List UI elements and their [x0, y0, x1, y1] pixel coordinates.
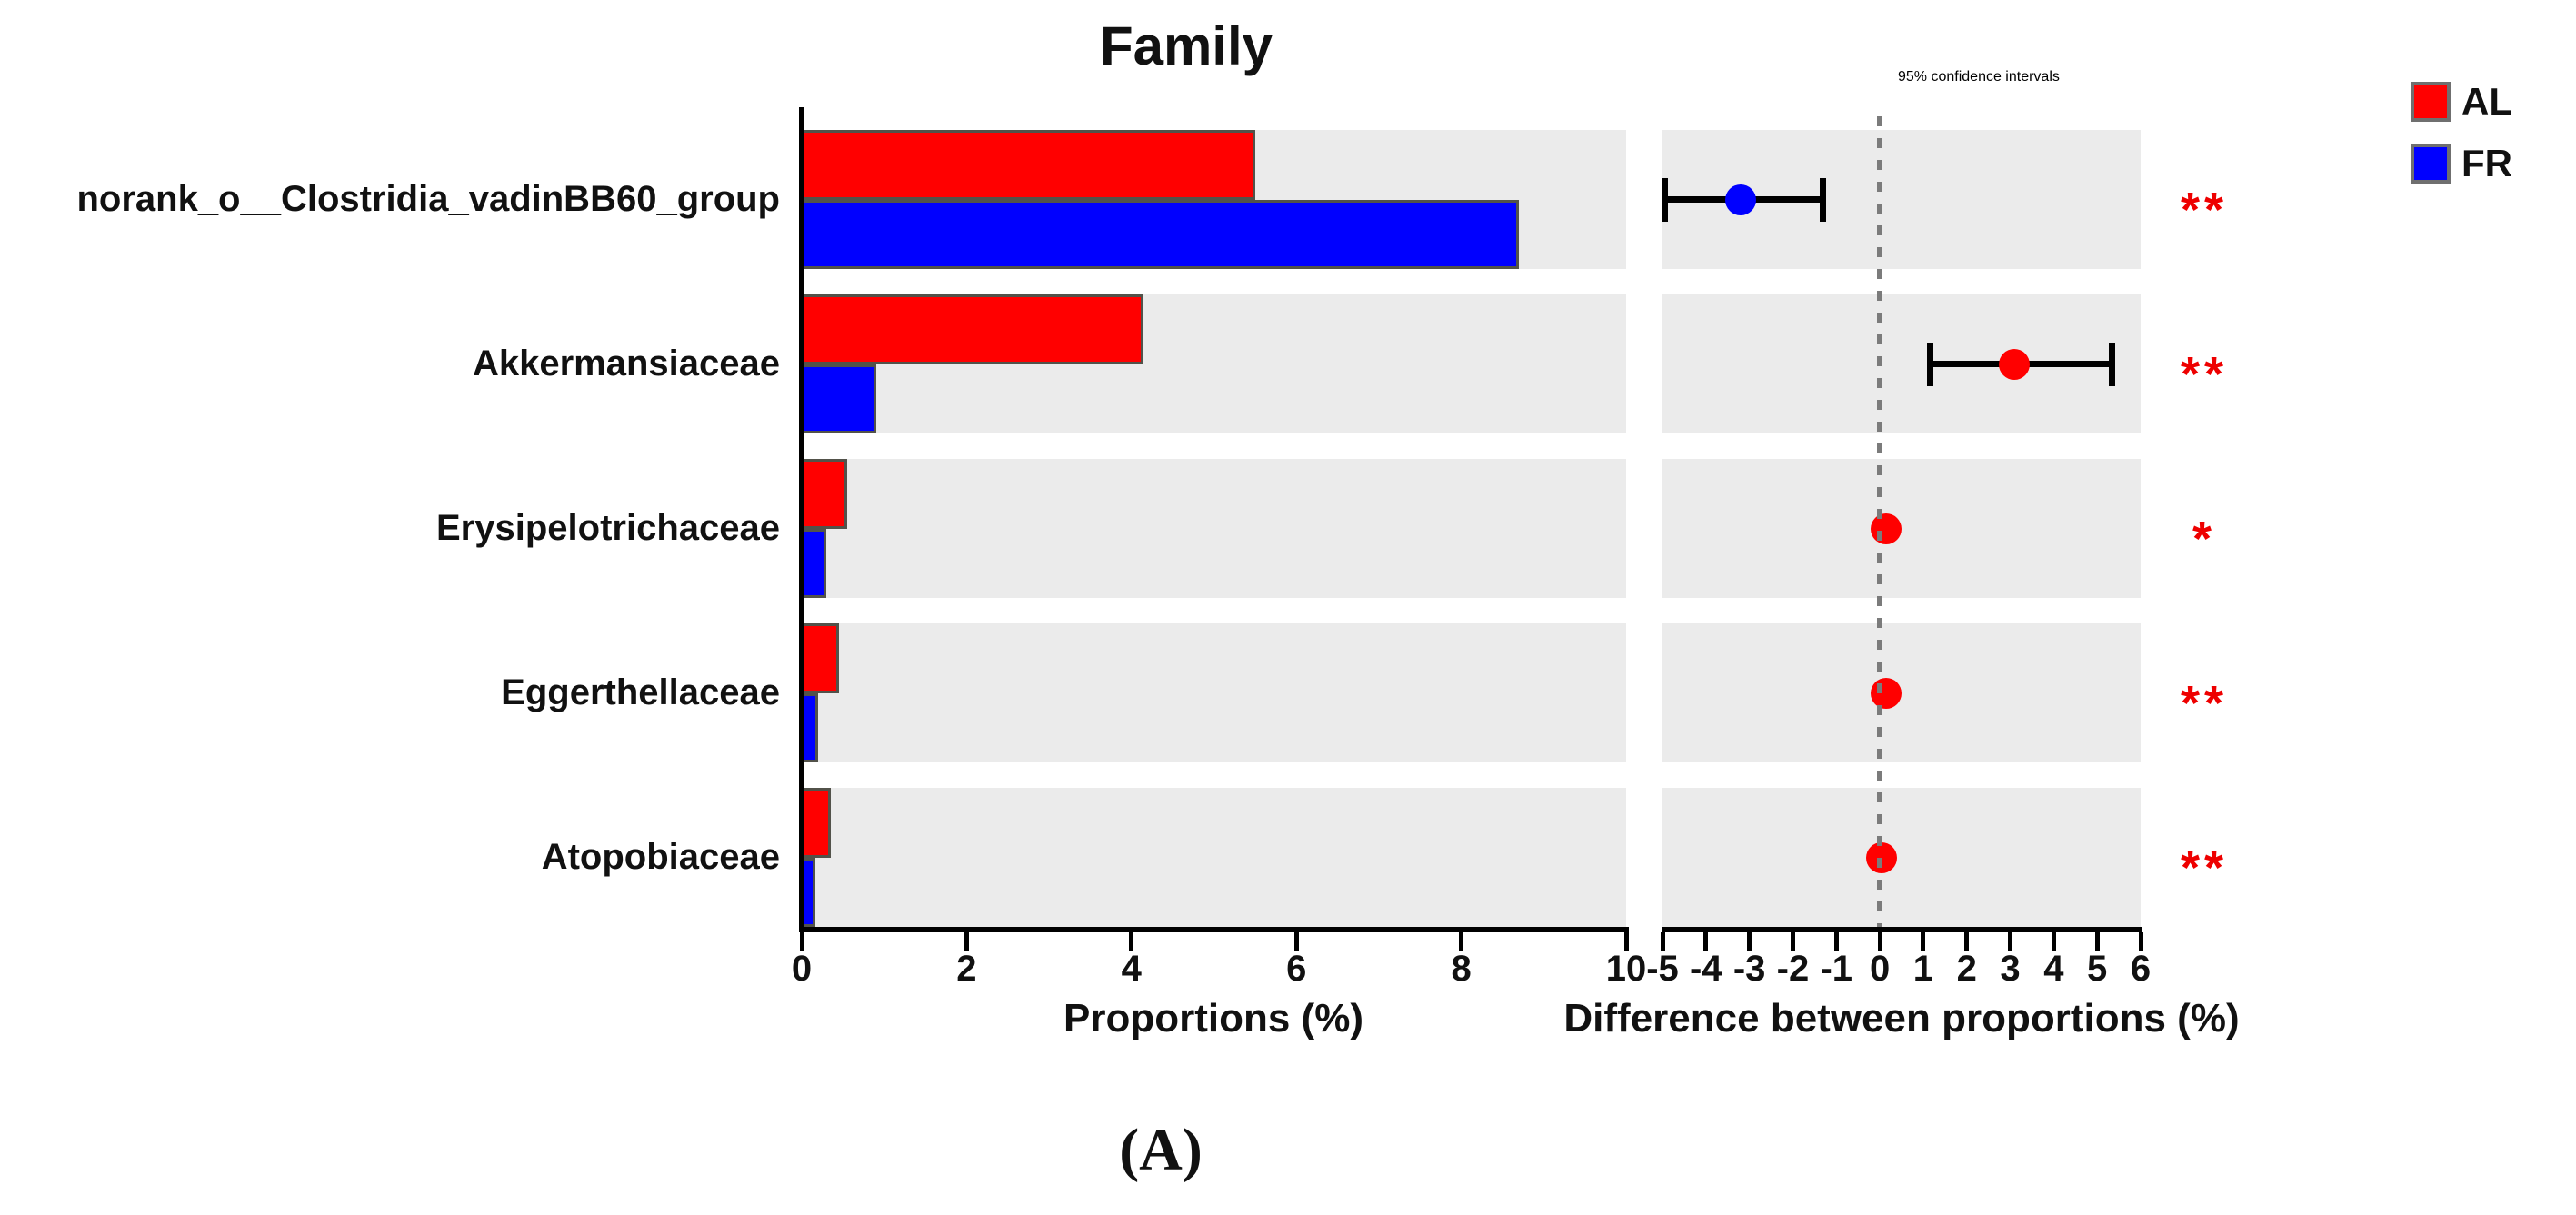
right-axis-tick [2051, 932, 2056, 951]
category-label: Akkermansiaceae [472, 344, 780, 383]
left-axis-tick-label: 0 [791, 949, 813, 989]
right-axis-tick-label: 0 [1869, 949, 1891, 989]
significance-marker: ** [2180, 182, 2229, 237]
right-axis-tick [1833, 932, 1839, 951]
fr-proportion-bar [802, 199, 1520, 269]
left-axis-tick-label: 2 [956, 949, 977, 989]
ci-error-bar-right-cap [1819, 177, 1826, 222]
ci-error-bar-left-cap [1927, 342, 1934, 386]
al-color-swatch [2411, 82, 2451, 122]
zero-reference-dashed-line [1877, 116, 1883, 927]
al-proportion-bar [802, 788, 831, 858]
chart-title: Family [1099, 15, 1273, 76]
right-axis-tick [1660, 932, 1665, 951]
right-axis-tick-label: -3 [1732, 949, 1766, 989]
significance-marker: ** [2180, 346, 2229, 402]
left-axis-tick-label: 4 [1121, 949, 1142, 989]
right-axis-tick-label: 4 [2043, 949, 2064, 989]
ci-row-band [1662, 788, 2141, 927]
left-axis-tick [1293, 932, 1299, 951]
legend-item-fr: FR [2411, 142, 2512, 185]
left-axis-tick [964, 932, 969, 951]
right-axis-tick-label: 1 [1912, 949, 1934, 989]
right-axis-tick-label: 6 [2130, 949, 2152, 989]
right-axis-tick [2138, 932, 2143, 951]
ci-mean-dot [1725, 184, 1757, 215]
legend-item-al: AL [2411, 80, 2512, 124]
legend-label-fr: FR [2461, 142, 2512, 184]
panel-caption: (A) [1119, 1117, 1203, 1183]
ci-mean-dot [1871, 513, 1902, 544]
left-y-axis [799, 107, 804, 932]
proportion-row-band [802, 788, 1626, 927]
right-axis-tick-label: 2 [1956, 949, 1977, 989]
left-axis-tick [799, 932, 804, 951]
left-axis-tick [1129, 932, 1134, 951]
right-axis-tick [1964, 932, 1970, 951]
left-axis-tick [1459, 932, 1464, 951]
left-axis-tick-label: 6 [1286, 949, 1307, 989]
significance-marker: ** [2180, 675, 2229, 731]
proportion-row-band [802, 459, 1626, 598]
category-label: Erysipelotrichaceae [436, 508, 780, 548]
proportion-row-band [802, 623, 1626, 762]
left-x-axis [799, 927, 1629, 932]
right-axis-tick-label: -5 [1646, 949, 1679, 989]
ci-panel-title: 95% confidence intervals [1898, 69, 2060, 85]
fr-proportion-bar [802, 528, 827, 598]
right-axis-tick-label: -1 [1820, 949, 1853, 989]
left-axis-title: Proportions (%) [1063, 996, 1363, 1041]
significance-marker: * [2192, 511, 2217, 566]
ci-error-bar-left-cap [1662, 177, 1669, 222]
right-axis-tick [1703, 932, 1709, 951]
legend-label-al: AL [2461, 80, 2512, 123]
right-axis-tick [1921, 932, 1926, 951]
right-axis-tick-label: -4 [1690, 949, 1722, 989]
category-label: Eggerthellaceae [501, 672, 780, 712]
al-proportion-bar [802, 130, 1255, 200]
right-x-axis [1662, 927, 2142, 932]
fr-color-swatch [2411, 144, 2451, 184]
right-axis-tick [1747, 932, 1752, 951]
right-axis-tick [2094, 932, 2100, 951]
fr-proportion-bar [802, 364, 876, 433]
right-axis-tick-label: 5 [2087, 949, 2108, 989]
category-label: Atopobiaceae [541, 837, 780, 877]
al-proportion-bar [802, 294, 1144, 364]
right-axis-tick-label: -2 [1776, 949, 1810, 989]
al-proportion-bar [802, 623, 839, 693]
legend: AL FR [2411, 80, 2512, 185]
left-axis-tick-label: 10 [1605, 949, 1647, 989]
left-axis-tick-label: 8 [1451, 949, 1472, 989]
significance-marker: ** [2180, 840, 2229, 895]
category-label: norank_o__Clostridia_vadinBB60_group [76, 179, 780, 219]
right-axis-title: Difference between proportions (%) [1563, 996, 2240, 1041]
right-axis-tick [2008, 932, 2013, 951]
al-proportion-bar [802, 459, 847, 529]
right-axis-tick-label: 3 [2000, 949, 2021, 989]
right-axis-tick [1790, 932, 1795, 951]
left-axis-tick [1623, 932, 1629, 951]
right-axis-tick [1877, 932, 1882, 951]
ci-mean-dot [1999, 348, 2031, 380]
ci-error-bar-right-cap [2108, 342, 2115, 386]
ci-mean-dot [1871, 677, 1902, 709]
